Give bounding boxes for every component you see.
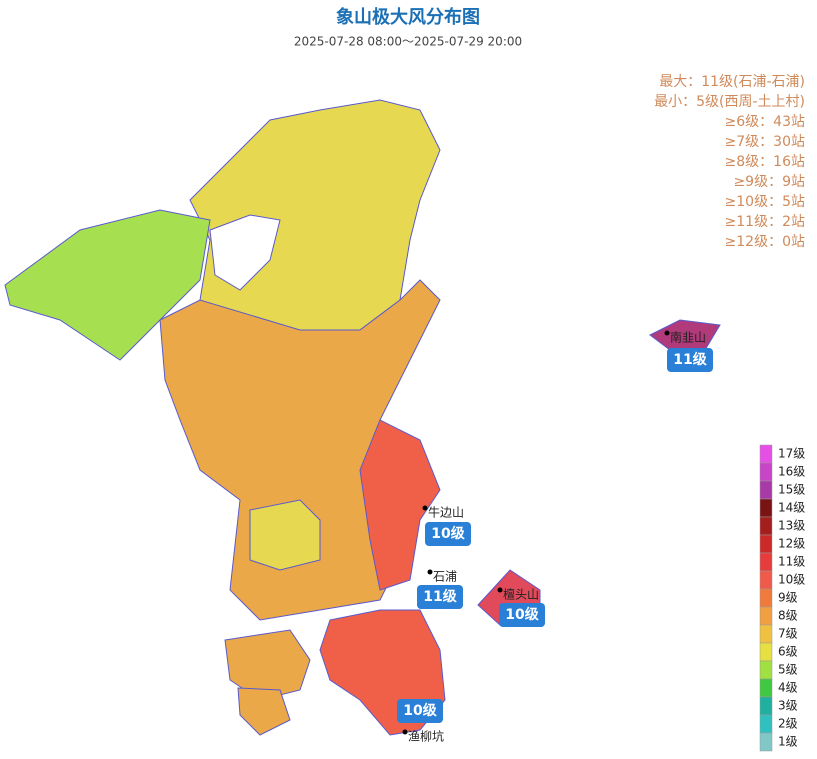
station-dot [497,587,503,593]
legend-label: 15级 [778,483,805,497]
legend-label: 10级 [778,573,805,587]
legend-swatch [759,696,773,716]
legend-swatch [759,606,773,626]
station-name: 檀头山 [503,587,539,602]
region-yellow-south [249,499,321,571]
stat-line: ≥11级：2站 [725,214,805,230]
region-green-west [4,209,211,361]
legend-label: 5级 [778,663,798,677]
legend-swatch [759,660,773,680]
stat-line: 最大：11级(石浦-石浦) [659,74,805,90]
level-badge [397,699,443,723]
legend-swatch [759,588,773,608]
stat-line: 最小：5级(西周-土上村) [654,94,805,110]
level-badge [499,603,545,627]
subtitle: 2025-07-28 08:00～2025-07-29 20:00 [294,35,522,49]
level-badge [417,585,463,609]
legend-swatch [759,714,773,734]
legend-swatch [759,570,773,590]
legend-label: 6级 [778,645,798,659]
legend-label: 4级 [778,681,798,695]
level-badge-text: 11级 [673,351,707,368]
legend-label: 8级 [778,609,798,623]
legend-label: 7级 [778,627,798,641]
station-name: 南韭山 [670,330,706,345]
station-dot [664,330,670,336]
legend-label: 12级 [778,537,805,551]
region-red-east [359,419,441,591]
station-name: 石浦 [433,570,457,584]
station-dot [402,729,408,735]
legend-label: 17级 [778,447,805,461]
legend-label: 3级 [778,699,798,713]
legend-label: 16级 [778,465,805,479]
level-badge-text: 10级 [431,525,465,542]
legend-swatch [759,732,773,752]
title: 象山极大风分布图 [336,6,480,28]
legend-swatch [759,678,773,698]
stat-line: ≥12级：0站 [725,234,805,250]
station-dot [422,505,428,511]
legend-label: 2级 [778,717,798,731]
level-badge [667,348,713,372]
legend-label: 1级 [778,735,798,749]
stat-line: ≥8级：16站 [725,154,805,170]
region-southwest [224,629,311,701]
legend-swatch [759,444,773,464]
legend-label: 11级 [778,555,805,569]
station-name: 渔柳坑 [408,729,444,744]
level-badge-text: 10级 [505,606,539,623]
legend-swatch [759,552,773,572]
legend-label: 14级 [778,501,805,515]
stat-line: ≥10级：5站 [725,194,805,210]
level-badge-text: 11级 [423,588,457,605]
region-south-isle2 [237,687,291,736]
stat-line: ≥9级：9站 [733,174,805,190]
legend-swatch [759,642,773,662]
legend-swatch [759,480,773,500]
legend-swatch [759,498,773,518]
legend-label: 9级 [778,591,798,605]
legend-swatch [759,534,773,554]
region-yellow-north [189,99,441,331]
legend-label: 13级 [778,519,805,533]
region-lake [209,214,281,291]
legend-swatch [759,462,773,482]
text-layer: 象山极大风分布图 2025-07-28 08:00～2025-07-29 20:0… [294,6,805,752]
stat-line: ≥6级：43站 [725,114,805,130]
station-name: 牛边山 [428,505,464,520]
legend-swatch [759,624,773,644]
island-nanjiu [649,319,721,351]
legend-swatch [759,516,773,536]
level-badge-text: 10级 [403,702,437,719]
map [4,99,721,736]
level-badge [425,522,471,546]
stat-line: ≥7级：30站 [725,134,805,150]
station-dot [427,569,433,575]
